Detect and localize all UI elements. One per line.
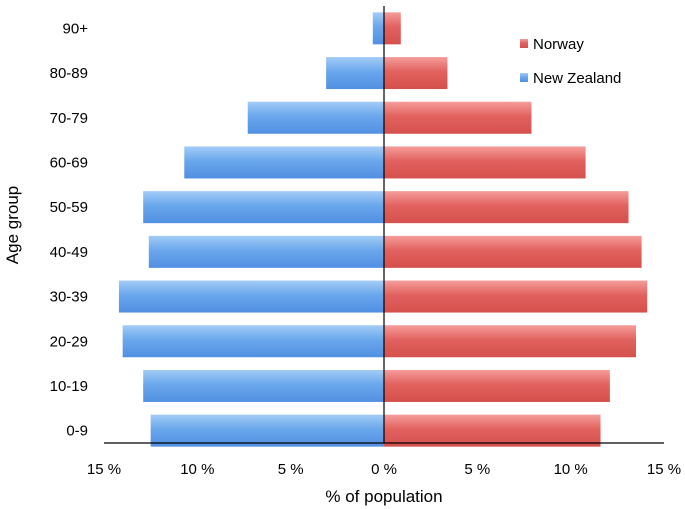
y-tick-label-70-79: 70-79 bbox=[50, 110, 88, 127]
legend-label-norway: Norway bbox=[533, 36, 584, 53]
bar-norway-20-29 bbox=[384, 325, 636, 358]
x-tick-label-0: 15 % bbox=[87, 461, 121, 478]
bar-norway-10-19 bbox=[384, 369, 610, 402]
bar-new-zealand-80-89 bbox=[326, 57, 384, 90]
legend-swatch-new-zealand bbox=[520, 73, 528, 82]
y-tick-label-50-59: 50-59 bbox=[50, 199, 88, 216]
y-tick-label-90: 90+ bbox=[63, 20, 89, 37]
legend: Norway New Zealand bbox=[520, 36, 621, 87]
bar-new-zealand-60-69 bbox=[184, 146, 384, 179]
legend-label-new-zealand: New Zealand bbox=[533, 70, 621, 87]
bar-new-zealand-30-39 bbox=[118, 280, 384, 313]
bar-norway-90 bbox=[384, 12, 401, 45]
y-tick-label-10-19: 10-19 bbox=[50, 378, 88, 395]
y-tick-label-20-29: 20-29 bbox=[50, 333, 88, 350]
y-tick-label-80-89: 80-89 bbox=[50, 65, 88, 82]
bar-new-zealand-10-19 bbox=[143, 369, 384, 402]
bar-new-zealand-0-9 bbox=[150, 414, 384, 447]
bar-norway-70-79 bbox=[384, 101, 532, 134]
x-tick-label-2: 5 % bbox=[278, 461, 304, 478]
bar-norway-50-59 bbox=[384, 191, 629, 224]
y-tick-label-0-9: 0-9 bbox=[66, 423, 88, 440]
x-tick-label-1: 10 % bbox=[180, 461, 214, 478]
bar-new-zealand-70-79 bbox=[247, 101, 384, 134]
bar-new-zealand-50-59 bbox=[143, 191, 384, 224]
bar-new-zealand-20-29 bbox=[122, 325, 385, 358]
y-tick-label-40-49: 40-49 bbox=[50, 244, 88, 261]
category-labels-group: 90+ 80-89 70-79 60-69 50-59 40-49 30-39 20-29 10… bbox=[50, 20, 89, 439]
x-tick-label-5: 10 % bbox=[554, 461, 588, 478]
bar-norway-0-9 bbox=[384, 414, 601, 447]
bar-new-zealand-40-49 bbox=[148, 235, 384, 268]
y-tick-label-30-39: 30-39 bbox=[50, 289, 88, 306]
bar-norway-80-89 bbox=[384, 57, 448, 90]
bars-group bbox=[118, 12, 648, 447]
bar-new-zealand-90 bbox=[372, 12, 384, 45]
x-axis-title: % of population bbox=[325, 487, 442, 506]
x-tick-labels-group: 15 % 10 % 5 % 0 % 5 % 10 % 15 % bbox=[87, 461, 681, 478]
x-tick-label-6: 15 % bbox=[647, 461, 681, 478]
bar-norway-60-69 bbox=[384, 146, 586, 179]
x-tick-label-3: 0 % bbox=[371, 461, 397, 478]
x-tick-label-4: 5 % bbox=[464, 461, 490, 478]
legend-swatch-norway bbox=[520, 39, 528, 48]
bar-norway-30-39 bbox=[384, 280, 648, 313]
y-axis-title: Age group bbox=[3, 186, 22, 264]
y-tick-label-60-69: 60-69 bbox=[50, 154, 88, 171]
bar-norway-40-49 bbox=[384, 235, 642, 268]
